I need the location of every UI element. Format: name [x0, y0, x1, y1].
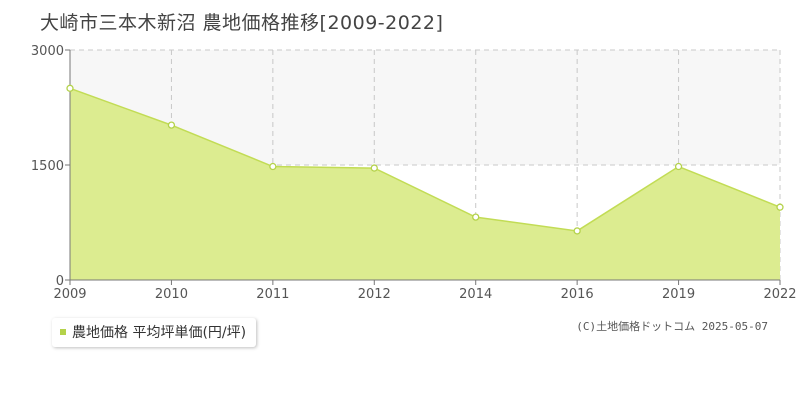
series-area: [69, 87, 781, 280]
credit-text: (C)土地価格ドットコム 2025-05-07: [576, 320, 768, 333]
x-tick-label: 2019: [662, 287, 695, 302]
y-tick-label: 3000: [31, 44, 64, 59]
y-tick-label: 1500: [31, 159, 64, 174]
x-tick-label: 2010: [155, 287, 188, 302]
series-markers: [66, 84, 784, 235]
tick-labels: 2009 2010 2011 2012 2014 2016 2019 2022 0 1500 300…: [31, 44, 797, 302]
x-tick-label: 2022: [763, 287, 796, 302]
data-point: [472, 213, 480, 221]
x-tick-label: 2014: [459, 287, 492, 302]
series-area-fill: [70, 88, 780, 280]
legend-label: 農地価格 平均坪単価(円/坪): [72, 325, 247, 341]
x-tick-label: 2012: [358, 287, 391, 302]
series-line: [69, 87, 781, 232]
data-point: [674, 162, 683, 171]
chart-title: 大崎市三本木新沼 農地価格推移[2009-2022]: [40, 12, 444, 34]
data-point: [269, 162, 277, 171]
y-tick-label: 0: [56, 274, 64, 289]
data-point: [370, 164, 378, 172]
data-point: [776, 203, 784, 211]
x-tick-label: 2016: [561, 287, 594, 302]
data-point: [167, 121, 176, 129]
x-tick-label: 2009: [53, 287, 86, 302]
data-point: [66, 84, 74, 92]
legend: 農地価格 平均坪単価(円/坪): [52, 318, 257, 347]
data-point: [573, 227, 581, 235]
legend-swatch: [60, 329, 66, 335]
x-tick-label: 2011: [256, 287, 289, 302]
